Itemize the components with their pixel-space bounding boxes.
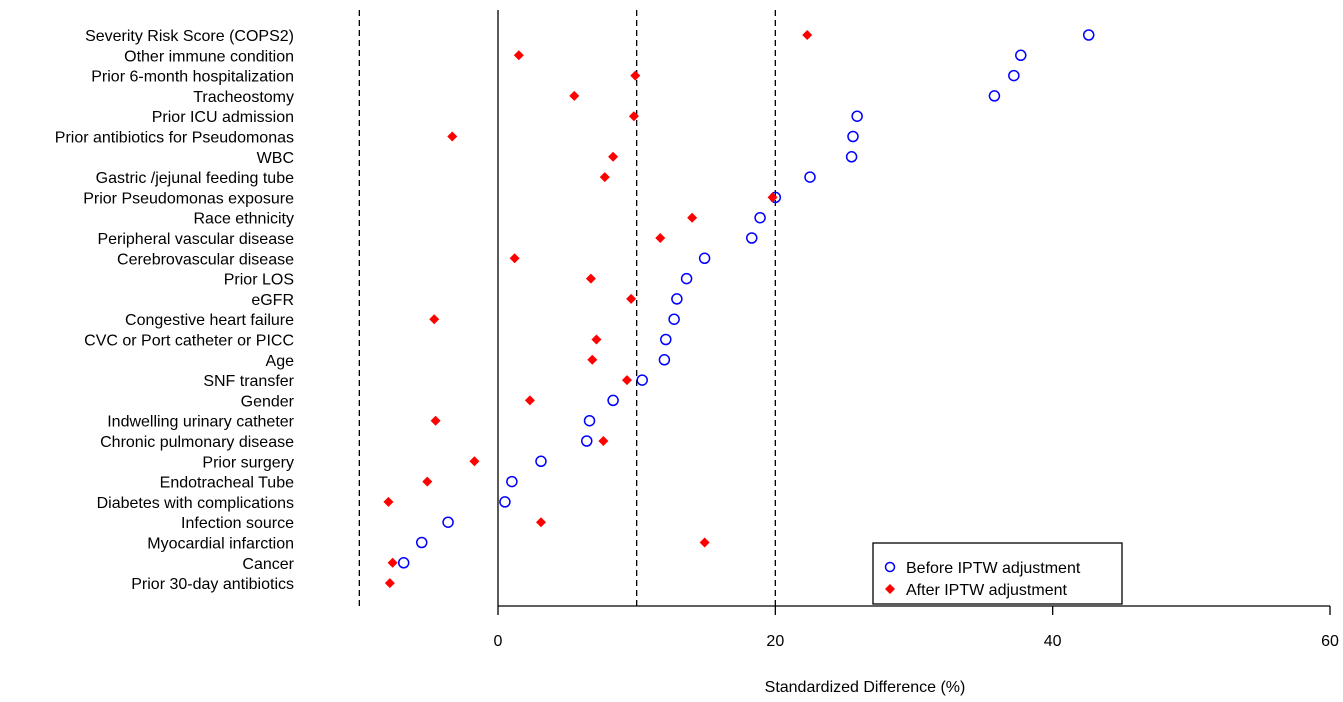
category-label: Prior LOS [224,272,294,289]
category-label: Prior 30-day antibiotics [131,576,294,593]
before-point [442,516,454,528]
after-point [802,30,813,40]
category-label: CVC or Port catheter or PICC [84,333,294,350]
category-label: Race ethnicity [194,211,295,228]
category-label: SNF transfer [203,373,294,390]
category-label: Prior Pseudomonas exposure [83,190,294,207]
after-point [387,557,398,568]
after-point [384,578,395,589]
before-point [845,151,858,163]
legend-after-marker [885,584,895,594]
category-label: Tracheostomy [193,89,294,106]
reference-lines [358,10,776,606]
after-point [429,314,440,325]
category-label: Age [266,353,295,370]
legend: Before IPTW adjustment After IPTW adjustm… [872,542,1123,605]
after-point [599,172,610,183]
before-point [1008,69,1020,82]
category-label: Prior ICU admission [152,109,294,126]
before-point [397,557,410,569]
after-point [626,293,637,304]
before-point [668,313,680,325]
before-point [583,414,596,427]
legend-label: Before IPTW adjustment [906,560,1081,577]
category-label: Chronic pulmonary disease [100,434,294,451]
before-point [415,536,428,549]
after-point [447,131,458,142]
before-point [988,90,1001,102]
category-label: Other immune condition [124,48,294,65]
before-point [847,130,859,143]
category-label: Cancer [242,556,294,573]
x-tick-label: 0 [494,633,503,650]
after-point [585,273,596,284]
before-point [636,374,648,386]
legend-box [872,542,1123,605]
before-point [607,394,619,407]
y-axis-labels: Severity Risk Score (COPS2) Other immune … [55,28,295,593]
after-point [535,517,546,528]
after-point [513,50,524,61]
category-label: Gender [241,393,295,410]
before-point [804,171,816,183]
category-label: eGFR [251,292,294,309]
before-point [499,496,511,508]
legend-label: After IPTW adjustment [906,582,1067,599]
x-axis-title: Standardized Difference (%) [765,679,966,696]
before-point [851,110,863,122]
before-point [535,455,547,468]
before-point [580,435,593,447]
before-point [671,293,683,305]
category-label: WBC [257,150,294,167]
after-point [655,233,666,243]
before-point [658,354,671,366]
after-point [509,253,520,264]
data-points [383,29,1095,589]
x-axis: 0 20 40 60 [494,605,1339,650]
after-point [608,151,619,162]
after-point [524,395,535,406]
after-point [687,212,698,223]
before-point [660,333,672,346]
before-point [754,211,766,224]
after-point [422,476,433,487]
before-point [506,475,518,488]
before-point [680,272,693,285]
after-point [430,415,441,426]
category-label: Congestive heart failure [125,312,294,329]
before-point [1015,49,1027,62]
before-point [746,232,758,244]
before-point [1082,29,1095,41]
category-label: Prior surgery [202,454,294,471]
after-point [591,334,602,345]
category-label: Indwelling urinary catheter [107,414,294,431]
after-point [767,192,778,203]
category-label: Myocardial infarction [147,536,294,553]
category-label: Peripheral vascular disease [97,231,294,248]
category-label: Prior antibiotics for Pseudomonas [55,130,294,147]
category-label: Infection source [181,515,294,532]
after-point [469,456,480,467]
after-point [621,375,632,386]
category-label: Prior 6-month hospitalization [91,69,294,86]
after-point [699,537,710,548]
after-point [569,90,580,101]
category-label: Cerebrovascular disease [117,251,294,268]
before-point [698,252,711,265]
category-label: Gastric /jejunal feeding tube [96,170,294,187]
after-point [628,111,639,122]
category-label: Endotracheal Tube [160,475,294,492]
x-tick-label: 40 [1044,633,1062,650]
x-tick-label: 60 [1321,633,1339,650]
legend-before-marker [884,561,896,573]
x-tick-label: 20 [766,633,784,650]
category-label: Diabetes with complications [97,495,294,512]
category-label: Severity Risk Score (COPS2) [85,28,294,45]
after-point [598,436,609,446]
after-point [587,354,598,365]
after-point [630,70,641,81]
after-point [383,496,394,507]
